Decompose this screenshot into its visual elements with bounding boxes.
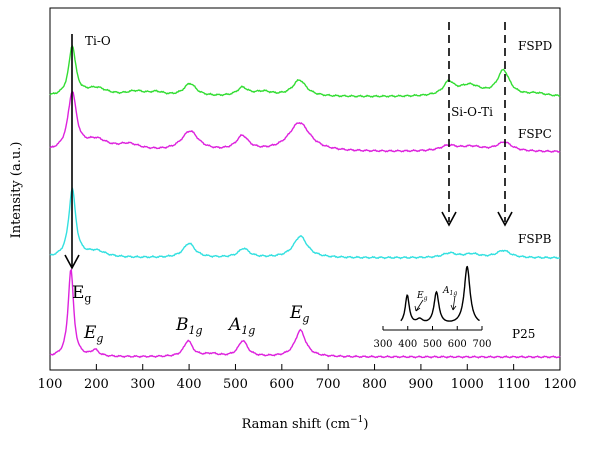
x-tick-label: 500: [223, 377, 248, 392]
inset-x-tick-label: 300: [373, 339, 392, 350]
ti-o-arrowhead: [64, 254, 80, 270]
series-line-fspb: [49, 187, 561, 260]
series-label-fspd: FSPD: [518, 39, 552, 53]
si-o-ti-arrowhead-1: [441, 211, 457, 227]
series-line-fspc: [49, 90, 561, 153]
inset-chart: 300 400 500 600 700 Eg A1g: [373, 265, 492, 350]
x-axis-label: Raman shift (cm−1): [242, 415, 369, 432]
series-layer: [49, 44, 561, 359]
b1g-label: B1g: [175, 315, 203, 337]
x-tick-label: 600: [269, 377, 294, 392]
series-label-fspc: FSPC: [518, 127, 552, 141]
si-o-ti-arrowhead-2: [497, 211, 513, 227]
inset-x-tick-label: 500: [423, 339, 442, 350]
x-axis: 100 200 300 400 500 600 700 800 900 1000 1100 1200: [38, 364, 577, 392]
x-tick-label: 100: [38, 377, 63, 392]
x-tick-label: 1200: [543, 377, 576, 392]
inset-eg-label: Eg: [416, 291, 428, 302]
plot-frame: [49, 7, 561, 371]
series-labels: FSPD FSPC FSPB P25: [512, 39, 552, 341]
y-axis-label: Intensity (a.u.): [9, 142, 24, 239]
eg2-label: Eg: [289, 303, 309, 325]
eg-main-label: Eg: [72, 283, 91, 305]
inset-x-tick-label: 700: [472, 339, 491, 350]
series-label-fspb: FSPB: [518, 232, 552, 246]
inset-eg-arrow: [414, 299, 424, 312]
x-tick-label: 700: [316, 377, 341, 392]
si-o-ti-label: Si-O-Ti: [451, 105, 493, 119]
inset-a1g-label: A1g: [442, 286, 457, 297]
x-tick-label: 1100: [497, 377, 530, 392]
x-tick-label: 300: [130, 377, 155, 392]
x-tick-label: 800: [362, 377, 387, 392]
a1g-label: A1g: [227, 315, 255, 337]
inset-x-tick-label: 400: [398, 339, 417, 350]
series-line-fspd: [49, 44, 561, 98]
x-tick-label: 900: [408, 377, 433, 392]
inset-a1g-arrow: [450, 295, 457, 311]
inset-x-tick-label: 600: [448, 339, 467, 350]
series-label-p25: P25: [512, 327, 535, 341]
series-line-p25: [49, 268, 561, 359]
x-tick-label: 1000: [451, 377, 484, 392]
inset-spectrum-line: [400, 265, 480, 322]
x-tick-label: 400: [177, 377, 202, 392]
ti-o-label: Ti-O: [85, 34, 111, 48]
eg-label: Eg: [83, 323, 103, 345]
x-tick-label: 200: [84, 377, 109, 392]
